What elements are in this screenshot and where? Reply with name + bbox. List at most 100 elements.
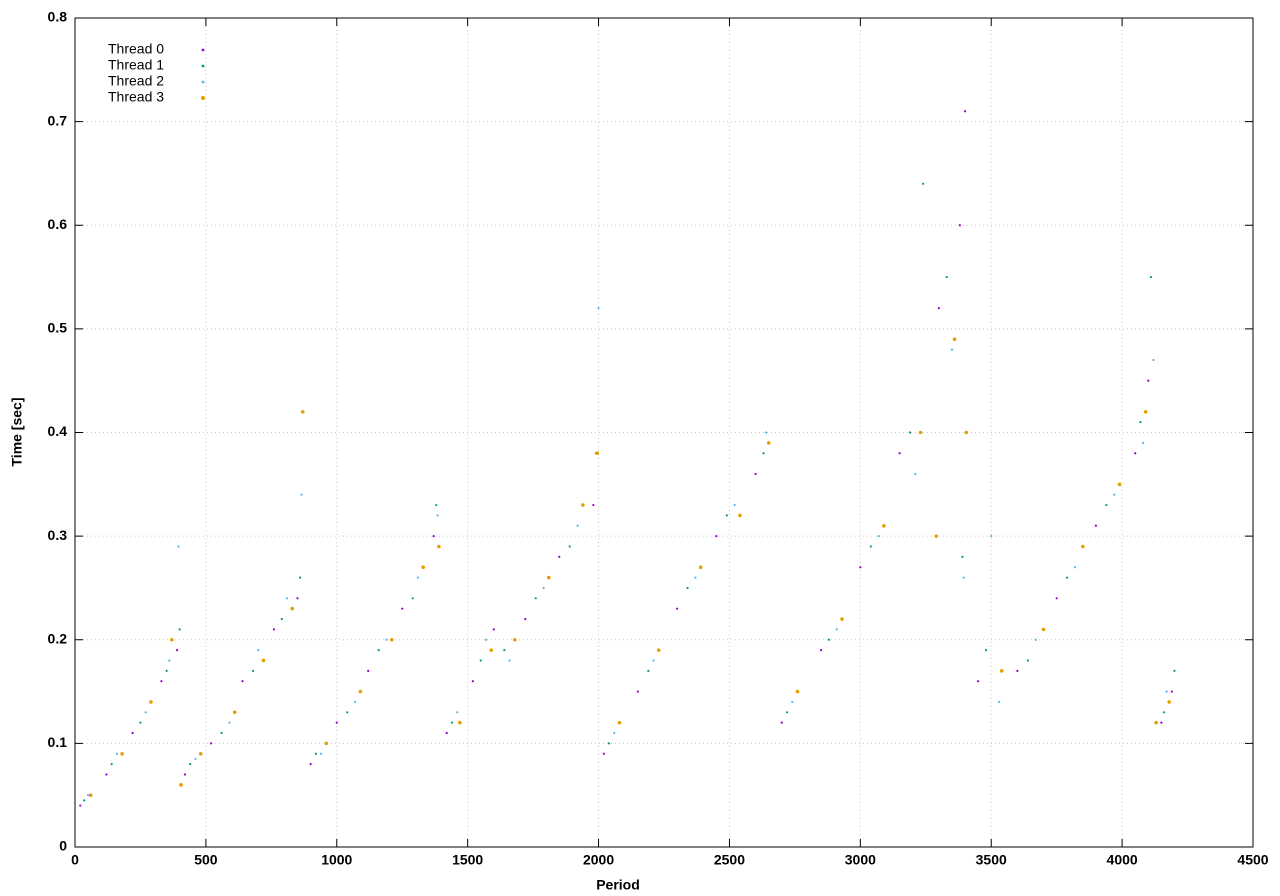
point	[937, 307, 940, 310]
y-axis-label: Time [sec]	[9, 398, 25, 467]
point	[86, 794, 90, 797]
point	[694, 576, 697, 579]
point	[613, 731, 616, 735]
point	[300, 409, 305, 414]
x-tick-label: 3000	[845, 852, 876, 868]
point	[177, 545, 180, 548]
point	[1162, 711, 1166, 714]
point	[945, 275, 948, 279]
y-tick-label: 0.5	[48, 320, 68, 336]
point	[964, 430, 969, 435]
point	[115, 752, 118, 755]
point	[484, 638, 488, 641]
y-tick-label: 0.4	[48, 423, 68, 439]
point	[958, 224, 961, 227]
point	[300, 493, 303, 496]
point	[819, 649, 823, 652]
point	[346, 711, 349, 714]
point	[149, 700, 153, 704]
x-tick-label: 2500	[714, 852, 745, 868]
point	[715, 535, 718, 538]
point	[416, 576, 420, 579]
point	[733, 503, 736, 507]
point	[421, 565, 425, 570]
point	[160, 680, 163, 683]
point	[950, 348, 954, 351]
point	[1149, 275, 1153, 279]
point	[170, 637, 174, 642]
point	[354, 700, 357, 704]
point	[290, 606, 295, 611]
y-tick-label: 0.7	[48, 112, 68, 128]
point	[922, 182, 925, 185]
point	[489, 648, 494, 652]
point	[568, 545, 571, 548]
point	[1113, 493, 1116, 496]
point	[1170, 690, 1173, 693]
point	[471, 680, 475, 683]
point	[401, 607, 404, 610]
point	[534, 597, 537, 600]
point	[961, 555, 964, 558]
point	[335, 721, 338, 724]
point	[436, 514, 439, 517]
point	[558, 555, 561, 558]
point	[542, 586, 545, 590]
point	[165, 669, 168, 672]
point	[595, 451, 600, 456]
x-tick-label: 2000	[583, 852, 614, 868]
point	[88, 793, 93, 797]
point	[754, 472, 757, 476]
point	[581, 503, 585, 507]
point	[738, 513, 742, 518]
point	[1026, 659, 1029, 662]
point	[299, 576, 302, 579]
point	[1066, 576, 1069, 579]
point	[105, 773, 108, 776]
point	[652, 659, 655, 662]
point	[377, 649, 380, 652]
point	[1105, 503, 1108, 507]
point	[908, 431, 912, 434]
legend-marker	[201, 64, 205, 68]
point	[251, 669, 255, 672]
point	[1034, 638, 1037, 641]
y-tick-label: 0.6	[48, 216, 68, 232]
point	[512, 637, 517, 642]
point	[168, 659, 171, 662]
point	[1147, 379, 1150, 382]
point	[597, 307, 600, 310]
point	[358, 689, 363, 694]
point	[411, 597, 414, 600]
point	[450, 721, 454, 724]
x-tick-label: 1000	[321, 852, 352, 868]
point	[766, 441, 771, 445]
point	[698, 565, 703, 570]
point	[120, 751, 124, 756]
point	[367, 669, 370, 672]
point	[458, 720, 462, 725]
x-tick-label: 4500	[1237, 852, 1268, 868]
point	[984, 649, 988, 652]
point	[198, 751, 203, 756]
point	[1016, 669, 1019, 672]
point	[389, 637, 394, 642]
point	[877, 535, 880, 538]
point	[1041, 627, 1046, 632]
point	[492, 628, 495, 631]
point	[785, 711, 789, 714]
point	[827, 638, 831, 641]
point	[309, 763, 312, 766]
y-tick-label: 0.3	[48, 527, 68, 543]
point	[791, 700, 794, 704]
point	[232, 710, 237, 715]
point	[131, 731, 134, 735]
point	[1081, 544, 1085, 549]
legend-marker	[201, 48, 205, 52]
point	[210, 742, 213, 745]
point	[764, 431, 768, 434]
y-tick-label: 0.8	[48, 9, 68, 25]
legend-marker	[201, 80, 205, 84]
point	[882, 523, 886, 528]
